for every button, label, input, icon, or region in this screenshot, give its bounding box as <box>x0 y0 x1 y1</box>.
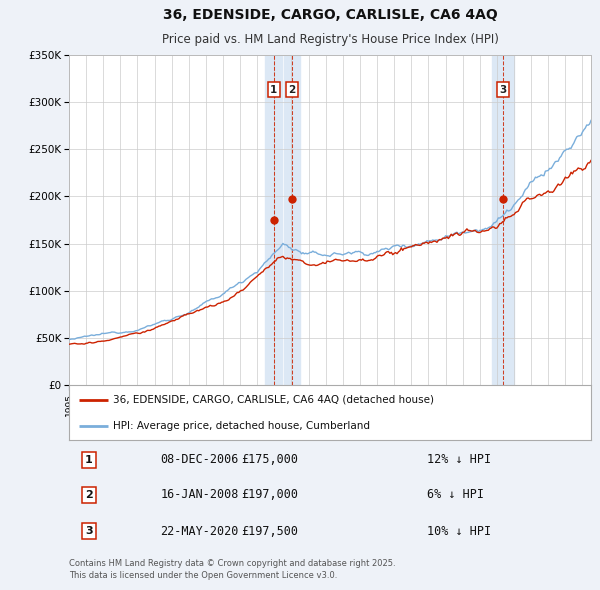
Text: 16-JAN-2008: 16-JAN-2008 <box>160 489 239 502</box>
Bar <box>265 55 282 385</box>
Text: 2: 2 <box>289 84 296 94</box>
Text: HPI: Average price, detached house, Cumberland: HPI: Average price, detached house, Cumb… <box>113 421 370 431</box>
Text: 08-DEC-2006: 08-DEC-2006 <box>160 453 239 466</box>
Text: £175,000: £175,000 <box>242 453 299 466</box>
Text: 2: 2 <box>85 490 93 500</box>
Bar <box>284 55 301 385</box>
Text: 10% ↓ HPI: 10% ↓ HPI <box>427 525 491 538</box>
Text: £197,500: £197,500 <box>242 525 299 538</box>
Text: 22-MAY-2020: 22-MAY-2020 <box>160 525 239 538</box>
Text: 1: 1 <box>270 84 277 94</box>
Text: 36, EDENSIDE, CARGO, CARLISLE, CA6 4AQ: 36, EDENSIDE, CARGO, CARLISLE, CA6 4AQ <box>163 8 497 22</box>
Text: 1: 1 <box>85 455 93 465</box>
Text: 3: 3 <box>85 526 92 536</box>
Text: 3: 3 <box>500 84 507 94</box>
Text: Price paid vs. HM Land Registry's House Price Index (HPI): Price paid vs. HM Land Registry's House … <box>161 33 499 46</box>
Text: £197,000: £197,000 <box>242 489 299 502</box>
Text: 36, EDENSIDE, CARGO, CARLISLE, CA6 4AQ (detached house): 36, EDENSIDE, CARGO, CARLISLE, CA6 4AQ (… <box>113 395 434 405</box>
Bar <box>492 55 514 385</box>
Text: 12% ↓ HPI: 12% ↓ HPI <box>427 453 491 466</box>
Text: 6% ↓ HPI: 6% ↓ HPI <box>427 489 484 502</box>
Text: Contains HM Land Registry data © Crown copyright and database right 2025.
This d: Contains HM Land Registry data © Crown c… <box>69 559 395 580</box>
